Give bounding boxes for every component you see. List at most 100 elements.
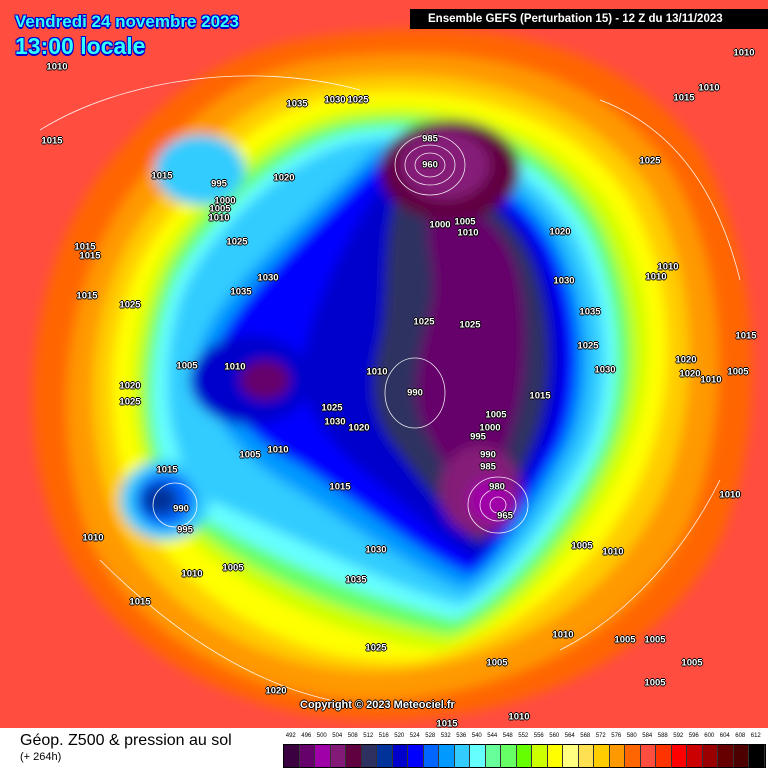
isobar-label: 990	[407, 387, 423, 399]
isobar-label: 1010	[719, 489, 741, 501]
legend-swatch	[408, 745, 424, 767]
isobar-label: 1015	[529, 390, 551, 402]
isobar-label: 1020	[675, 354, 697, 366]
legend-tick: 524	[409, 733, 420, 739]
legend-swatch	[547, 745, 563, 767]
isobar-label: 1005	[644, 634, 666, 646]
legend-swatch	[609, 745, 625, 767]
isobar-label: 1010	[208, 212, 230, 224]
isobar-label: 985	[480, 461, 496, 473]
geopotential-map	[0, 0, 768, 728]
legend-swatch	[687, 745, 703, 767]
isobar-label: 1015	[156, 464, 178, 476]
isobar-label: 1020	[119, 380, 141, 392]
isobar-label: 1005	[209, 203, 231, 215]
isobar-label: 1025	[577, 340, 599, 352]
forecast-time: 13:00 locale	[15, 33, 146, 59]
legend-swatch	[315, 745, 331, 767]
isobar-label: 1005	[571, 540, 593, 552]
legend-tick: 552	[518, 733, 529, 739]
isobar-label: 1010	[457, 227, 479, 239]
legend-tick: 512	[363, 733, 374, 739]
legend-tick: 556	[533, 733, 544, 739]
isobar-label: 1010	[267, 444, 289, 456]
legend-tick: 572	[595, 733, 606, 739]
legend-tick: 528	[425, 733, 436, 739]
isobar-label: 1005	[454, 216, 476, 228]
legend-tick: 508	[347, 733, 358, 739]
legend-swatch	[454, 745, 470, 767]
isobar-label: 1025	[639, 155, 661, 167]
legend-tick: 576	[611, 733, 622, 739]
isobar-label: 1025	[119, 299, 141, 311]
isobar-label: 1020	[348, 422, 370, 434]
isobar-label: 1005	[614, 634, 636, 646]
isobar-label: 1015	[41, 135, 63, 147]
legend-swatch	[330, 745, 346, 767]
isobar-label: 1015	[673, 92, 695, 104]
legend-tick: 520	[394, 733, 405, 739]
isobar-label: 1025	[119, 396, 141, 408]
isobar-label: 1005	[239, 449, 261, 461]
legend-tick: 500	[316, 733, 327, 739]
isobar-label: 1015	[129, 596, 151, 608]
legend-tick: 548	[502, 733, 513, 739]
run-info: Ensemble GEFS (Perturbation 15) - 12 Z d…	[410, 9, 768, 29]
isobar-label: 1025	[413, 316, 435, 328]
isobar-label: 1015	[436, 718, 458, 730]
isobar-label: 1020	[265, 685, 287, 697]
isobar-label: 960	[422, 159, 438, 171]
isobar-label: 1010	[602, 546, 624, 558]
legend-tick: 612	[750, 733, 761, 739]
isobar-label: 1005	[222, 562, 244, 574]
geopotential-fill	[33, 29, 753, 721]
legend-swatch	[299, 745, 315, 767]
isobar-label: 1025	[365, 642, 387, 654]
legend-tick: 536	[456, 733, 467, 739]
isobar-label: 995	[470, 431, 486, 443]
color-legend: 492 496 500 504 508 512 516 520 524 528 532 536 540 5…	[283, 733, 766, 768]
isobar-label: 1015	[329, 481, 351, 493]
isobar-label: 1005	[485, 409, 507, 421]
legend-tick: 600	[704, 733, 715, 739]
isobar-label: 1010	[181, 568, 203, 580]
isobar-label: 995	[211, 178, 227, 190]
map-title: Géop. Z500 & pression au sol	[20, 732, 232, 749]
legend-swatch	[532, 745, 548, 767]
legend-swatch	[501, 745, 517, 767]
isobar-label: 1030	[553, 275, 575, 287]
isobar-label: 1005	[486, 657, 508, 669]
footer: Géop. Z500 & pression au sol (+ 264h) 49…	[0, 728, 768, 768]
isobar-label: 1010	[733, 47, 755, 59]
isobar-label: 1020	[679, 368, 701, 380]
legend-swatch	[749, 745, 765, 767]
legend-swatch	[625, 745, 641, 767]
legend-swatch	[640, 745, 656, 767]
isobar-label: 1030	[365, 544, 387, 556]
legend-swatch	[702, 745, 718, 767]
isobar-label: 1010	[657, 261, 679, 273]
isobar-label: 1010	[224, 361, 246, 373]
isobar-label: 1010	[698, 82, 720, 94]
legend-swatch	[578, 745, 594, 767]
isobar-label: 1025	[459, 319, 481, 331]
isobar-label: 1010	[700, 374, 722, 386]
legend-tick: 496	[301, 733, 312, 739]
legend-tick: 532	[440, 733, 451, 739]
legend-tick: 584	[642, 733, 653, 739]
isobar-label: 1000	[214, 195, 236, 207]
isobar-label: 965	[497, 510, 513, 522]
legend-swatch	[423, 745, 439, 767]
isobar-label: 1030	[594, 364, 616, 376]
legend-swatch	[563, 745, 579, 767]
isobar-label: 995	[177, 524, 193, 536]
isobar-label: 1035	[286, 98, 308, 110]
isobar-label: 1010	[366, 366, 388, 378]
isobar-label: 1030	[324, 416, 346, 428]
isobar-label: 1010	[645, 271, 667, 283]
isobar-label: 1005	[727, 366, 749, 378]
isobar-label: 1015	[151, 170, 173, 182]
isobar-label: 990	[173, 503, 189, 515]
isobar-label: 980	[489, 481, 505, 493]
isobar-label: 1025	[321, 402, 343, 414]
